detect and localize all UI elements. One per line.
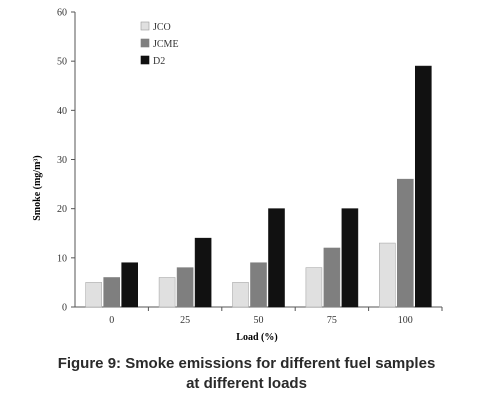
bar-d2-50 <box>268 208 285 308</box>
bar-jcme-100 <box>396 178 414 308</box>
y-axis-label: Smoke (mg/m³) <box>32 155 43 221</box>
figure-caption-line-2: at different loads <box>186 375 307 392</box>
legend-swatch-jcme <box>140 38 150 48</box>
legend-label-jcme: JCME <box>153 39 179 50</box>
bar-d2-75 <box>341 208 359 308</box>
bar-jco-25 <box>158 277 176 308</box>
bar-jco-0 <box>85 282 102 308</box>
bar-d2-25 <box>194 237 212 308</box>
x-tick-label: 50 <box>254 315 264 326</box>
x-axis-label: Load (%) <box>236 332 277 343</box>
bar-jcme-50 <box>250 262 267 308</box>
y-tick-label: 50 <box>57 57 67 68</box>
x-tick-label: 75 <box>327 315 337 326</box>
bar-jcme-25 <box>176 267 194 308</box>
legend-swatch-jco <box>140 21 150 31</box>
legend-label-d2: D2 <box>153 56 165 67</box>
y-tick-label: 40 <box>57 106 67 117</box>
bar-jco-50 <box>232 282 249 308</box>
bar-jcme-0 <box>103 277 120 308</box>
bar-jco-75 <box>305 267 323 308</box>
y-tick-label: 10 <box>57 253 67 264</box>
x-tick-label: 25 <box>180 315 190 326</box>
y-tick-label: 30 <box>57 155 67 166</box>
legend-label-jco: JCO <box>153 22 171 33</box>
x-tick-label: 100 <box>398 315 413 326</box>
y-tick-label: 0 <box>62 303 67 314</box>
x-tick-label: 0 <box>109 315 114 326</box>
chart: 0 10 20 30 40 50 60 0 25 50 75 100 JCO JCME D2 Smoke … <box>32 8 443 343</box>
y-tick-label: 20 <box>57 204 67 215</box>
bar-d2-0 <box>121 262 138 308</box>
figure-caption-line-1: Figure 9: Smoke emissions for different … <box>57 355 436 372</box>
chart-bars <box>85 65 432 308</box>
bar-jco-100 <box>378 242 396 308</box>
y-tick-label: 60 <box>57 8 67 19</box>
chart-legend: JCO JCME D2 <box>140 21 179 67</box>
bar-jcme-75 <box>323 247 341 308</box>
legend-swatch-d2 <box>140 55 150 65</box>
bar-d2-100 <box>414 65 432 308</box>
